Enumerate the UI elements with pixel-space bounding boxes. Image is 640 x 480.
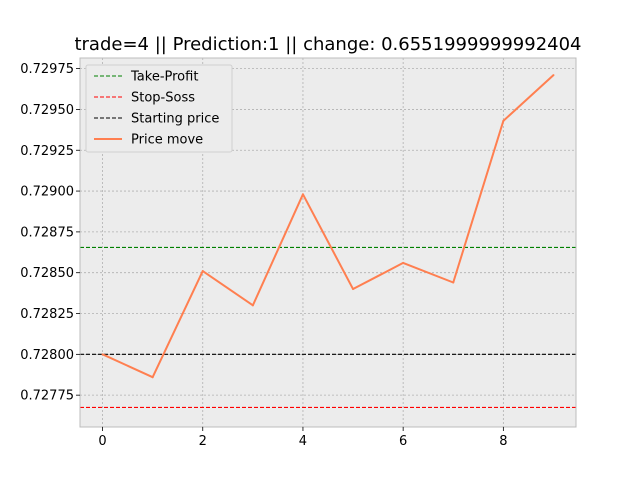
price-point <box>402 261 405 264</box>
y-axis-ticks: 0.72775 0.72800 0.72825 0.72850 0.72875 0.729… <box>20 62 80 404</box>
x-tick-label: 2 <box>199 434 207 449</box>
x-tick-label: 0 <box>98 434 106 449</box>
y-tick-label: 0.72875 <box>20 225 74 240</box>
x-tick-label: 4 <box>299 434 307 449</box>
price-point <box>151 376 154 379</box>
y-tick-label: 0.72800 <box>20 348 74 363</box>
price-point <box>352 288 355 291</box>
chart-title: trade=4 || Prediction:1 || change: 0.655… <box>74 34 581 55</box>
x-tick-label: 6 <box>399 434 407 449</box>
price-point <box>552 74 555 77</box>
y-tick-label: 0.72775 <box>20 389 74 404</box>
price-point <box>502 119 505 122</box>
price-point <box>201 270 204 273</box>
y-tick-label: 0.72900 <box>20 185 74 200</box>
series-layer <box>101 74 555 379</box>
y-tick-label: 0.72850 <box>20 266 74 281</box>
price-move-line <box>102 74 555 379</box>
y-tick-label: 0.72950 <box>20 103 74 118</box>
legend-label-price-move: Price move <box>131 133 203 148</box>
legend-label-stop-soss: Stop-Soss <box>131 91 195 106</box>
legend-label-starting-price: Starting price <box>131 112 219 127</box>
price-point <box>251 304 254 307</box>
y-tick-label: 0.72925 <box>20 144 74 159</box>
legend-label-take-profit: Take-Profit <box>130 70 198 85</box>
legend-box <box>85 64 233 153</box>
y-tick-label: 0.72975 <box>20 62 74 77</box>
plot-frame <box>79 57 577 428</box>
price-point <box>301 193 304 196</box>
x-axis-ticks: 0 2 4 6 8 <box>98 427 507 449</box>
price-point <box>452 281 455 284</box>
legend: Take-Profit Stop-Soss Starting price Price … <box>85 64 233 153</box>
price-point <box>101 353 104 356</box>
x-tick-label: 8 <box>499 434 507 449</box>
grid-lines <box>80 58 576 427</box>
reference-lines <box>80 246 576 408</box>
y-tick-label: 0.72825 <box>20 307 74 322</box>
